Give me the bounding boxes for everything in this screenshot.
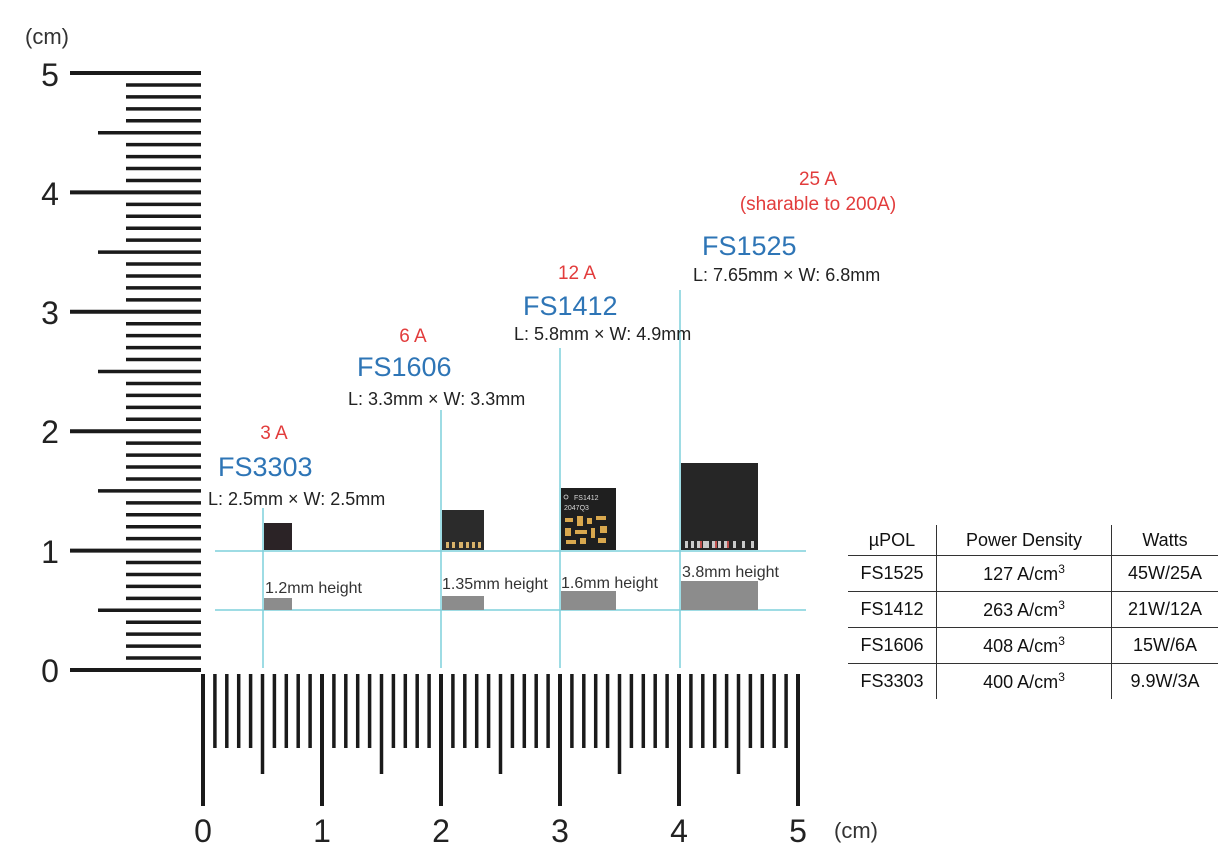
part-name: FS1412 [523, 291, 618, 321]
y-tick-label-3: 3 [41, 295, 59, 331]
y-tick-label-5: 5 [41, 57, 59, 93]
current-label: 25 A [799, 169, 837, 190]
table-cell-part: FS1606 [848, 627, 937, 664]
table-row: FS1525 127 A/cm3 45W/25A [848, 555, 1218, 592]
part-name: FS1525 [702, 231, 797, 261]
dimensions-label: L: 7.65mm × W: 6.8mm [693, 265, 880, 285]
current-note: (sharable to 200A) [740, 194, 896, 215]
table-cell-density: 263 A/cm3 [936, 591, 1112, 628]
vertical-ruler: (cm) 0 1 2 3 4 5 [25, 24, 201, 689]
part-name: FS1606 [357, 352, 452, 382]
density-unit: A/cm [1017, 564, 1059, 584]
table-header-row: µPOL Power Density Watts [848, 525, 1218, 556]
chip-top-view [681, 463, 758, 550]
current-label: 12 A [558, 263, 596, 284]
x-tick-label-2: 2 [432, 813, 450, 849]
x-unit-label: (cm) [834, 818, 878, 843]
height-bar [681, 581, 758, 610]
table-cell-part: FS3303 [860, 671, 924, 691]
horizontal-ruler: 0 1 2 3 4 5 (cm) [194, 674, 878, 849]
part-fs1525: 25 A (sharable to 200A) FS1525 L: 7.65mm… [681, 169, 896, 610]
x-tick-label-0: 0 [194, 813, 212, 849]
part-fs1412: 12 A FS1412 L: 5.8mm × W: 4.9mm FS1412 2… [514, 263, 691, 610]
x-tick-label-3: 3 [551, 813, 569, 849]
y-tick-label-0: 0 [41, 653, 59, 689]
chip-pads [685, 541, 754, 548]
density-value: 127 [983, 564, 1014, 584]
spec-table: µPOL Power Density Watts FS1525 127 A/cm… [848, 525, 1218, 699]
part-fs3303: 3 A FS3303 L: 2.5mm × W: 2.5mm 1.2mm hei… [208, 423, 385, 610]
chip-pads-accent [700, 541, 729, 548]
density-unit-exponent: 3 [1058, 670, 1065, 684]
chip-pads [565, 516, 607, 544]
chip-marking-line-1: FS1412 [574, 495, 599, 502]
x-tick-label-4: 4 [670, 813, 688, 849]
y-tick-label-2: 2 [41, 414, 59, 450]
horizontal-ruler-ticks [201, 674, 800, 806]
x-tick-label-1: 1 [313, 813, 331, 849]
table-header-density: Power Density [936, 525, 1112, 556]
y-tick-label-1: 1 [41, 534, 59, 570]
y-tick-label-4: 4 [41, 176, 59, 212]
height-label: 1.35mm height [442, 576, 548, 593]
height-label: 1.2mm height [265, 580, 362, 597]
chip-pads [446, 542, 481, 548]
dimensions-label: L: 2.5mm × W: 2.5mm [208, 489, 385, 509]
table-cell-density: 127 A/cm3 [936, 555, 1112, 592]
table-cell-part: FS1525 [848, 555, 937, 592]
density-unit-exponent: 3 [1058, 634, 1065, 648]
dimensions-label: L: 5.8mm × W: 4.9mm [514, 324, 691, 344]
table-cell-watts: 9.9W/3A [1111, 663, 1218, 699]
table-cell-density: 408 A/cm3 [936, 627, 1112, 664]
table-row: FS1606 408 A/cm3 15W/6A [848, 627, 1218, 664]
table-cell-part: FS1412 [848, 591, 937, 628]
density-unit: A/cm [1017, 636, 1059, 656]
table-cell-watts: 45W/25A [1111, 555, 1218, 592]
density-unit: A/cm [1017, 600, 1059, 620]
horizontal-ruler-labels: 0 1 2 3 4 5 [194, 813, 807, 849]
pin1-marker [563, 494, 569, 500]
y-unit-label: (cm) [25, 24, 69, 49]
current-label: 3 A [260, 423, 288, 444]
vertical-ruler-labels: 0 1 2 3 4 5 [41, 57, 59, 689]
chip-top-view [264, 523, 292, 550]
height-bar [442, 596, 484, 610]
density-unit-exponent: 3 [1058, 598, 1065, 612]
height-bar [264, 598, 292, 610]
density-value: 400 [983, 672, 1014, 692]
table-cell-watts: 15W/6A [1111, 627, 1218, 664]
density-unit-exponent: 3 [1058, 562, 1065, 576]
table-header-watts: Watts [1111, 525, 1218, 556]
table-header-part: µPOL [848, 525, 937, 556]
density-value: 408 [983, 636, 1014, 656]
table-cell-watts: 21W/12A [1111, 591, 1218, 628]
part-name: FS3303 [218, 452, 313, 482]
part-fs1606: 6 A FS1606 L: 3.3mm × W: 3.3mm 1.35mm he… [348, 326, 548, 610]
density-value: 263 [983, 600, 1014, 620]
x-tick-label-5: 5 [789, 813, 807, 849]
vertical-ruler-ticks [70, 71, 201, 672]
height-bar [561, 591, 616, 610]
chip-marking-line-2: 2047Q3 [564, 505, 589, 512]
density-unit: A/cm [1017, 672, 1059, 692]
dimensions-label: L: 3.3mm × W: 3.3mm [348, 389, 525, 409]
height-label: 3.8mm height [682, 564, 779, 581]
table-row: FS1412 263 A/cm3 21W/12A [848, 591, 1218, 628]
current-label: 6 A [399, 326, 427, 347]
height-label: 1.6mm height [561, 575, 658, 592]
table-row: FS3303 400 A/cm3 9.9W/3A [848, 663, 1218, 699]
table-cell-density: 400 A/cm3 [936, 663, 1112, 699]
